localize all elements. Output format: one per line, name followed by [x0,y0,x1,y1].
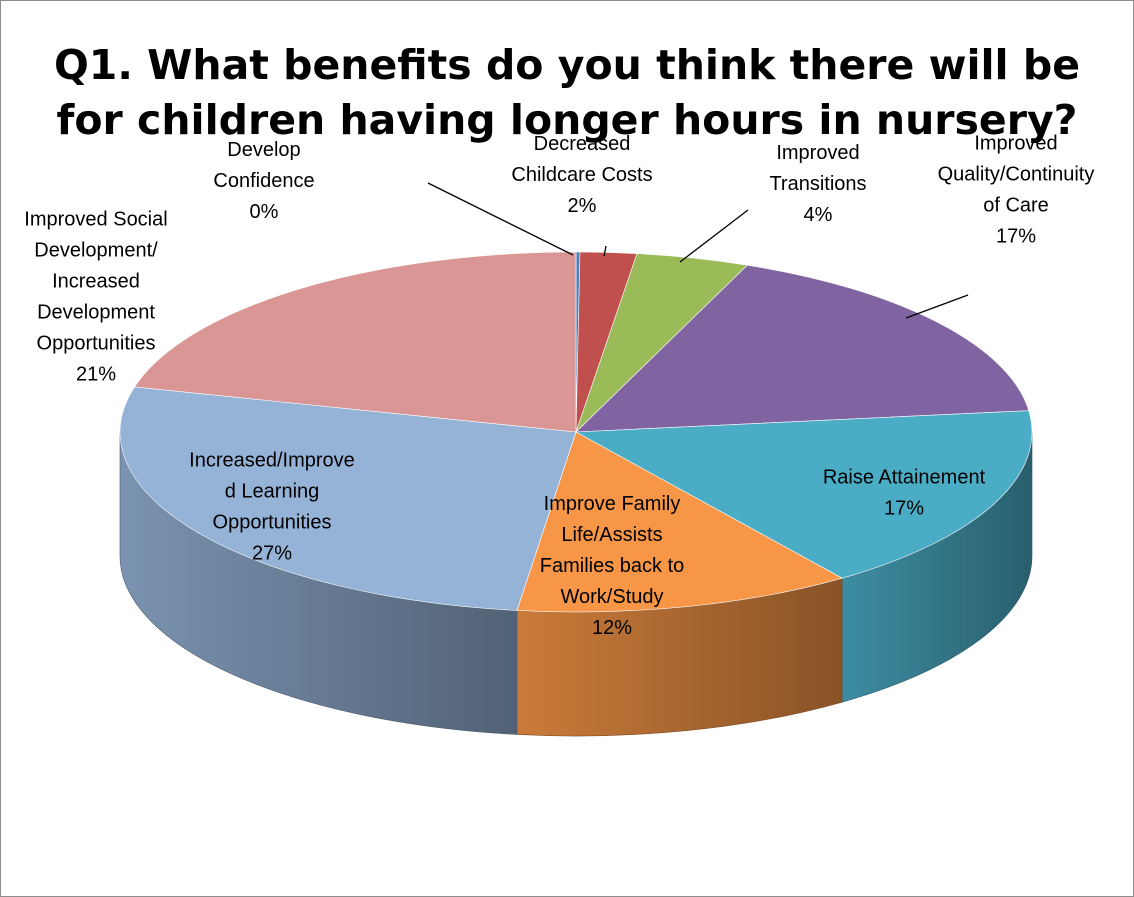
slice-name-label-7: Opportunities [37,333,156,355]
leader-line-0 [427,182,574,256]
pie-slice-7 [134,251,577,433]
slice-percent-label-4: 17% [884,498,924,520]
chart-title: Q1. What benefits do you think there wil… [0,38,1134,148]
slice-name-label-6: d Learning [225,481,320,503]
slice-name-label-7: Development [37,302,155,324]
slice-name-label-6: Increased/Improve [189,450,355,472]
data-labels: Develop Confidence 0% Decreased Childcare Co… [24,133,1094,640]
slice-percent-label-0: 0% [250,201,279,223]
pie-slice-6 [119,386,577,611]
slice-name-label-0: Develop [227,139,300,161]
slice-name-label-7: Increased [52,271,140,293]
leader-line-3 [905,294,969,319]
pie-slices [119,251,1033,613]
leader-line-2 [679,209,749,263]
slice-name-label-5: Families back to [540,555,685,577]
slice-percent-label-1: 2% [568,195,597,217]
slice-percent-label-3: 17% [996,226,1036,248]
pie-side-walls [119,431,1033,737]
slice-name-label-5: Work/Study [561,586,664,608]
pie-slice-3 [575,264,1030,433]
slice-name-label-3: Quality/Continuity [938,164,1095,186]
slice-name-label-1: Decreased [534,133,631,155]
pie-slice-5 [516,431,843,613]
slice-name-label-2: Transitions [769,173,866,195]
slice-percent-label-6: 27% [252,543,292,565]
slice-name-label-5: Improve Family [544,493,681,515]
slice-name-label-4: Raise Attainement [823,467,986,489]
chart-title-line-2: for children having longer hours in nurs… [56,96,1078,144]
slice-name-label-7: Development/ [34,240,158,262]
slice-name-label-6: Opportunities [213,512,332,534]
chart-title-line-1: Q1. What benefits do you think there wil… [53,41,1081,89]
pie-slice-4 [574,410,1033,579]
slice-name-label-2: Improved [776,142,859,164]
slice-name-label-1: Childcare Costs [511,164,652,186]
slice-percent-label-7: 21% [76,364,116,386]
slice-name-label-3: of Care [983,195,1049,217]
leader-line-1 [603,245,607,257]
slice-name-label-7: Improved Social [24,209,167,231]
slice-percent-label-5: 12% [592,617,632,639]
slice-name-label-5: Life/Assists [561,524,662,546]
slice-name-label-0: Confidence [213,170,314,192]
slice-name-label-3: Improved [974,133,1057,155]
slice-percent-label-2: 4% [804,204,833,226]
